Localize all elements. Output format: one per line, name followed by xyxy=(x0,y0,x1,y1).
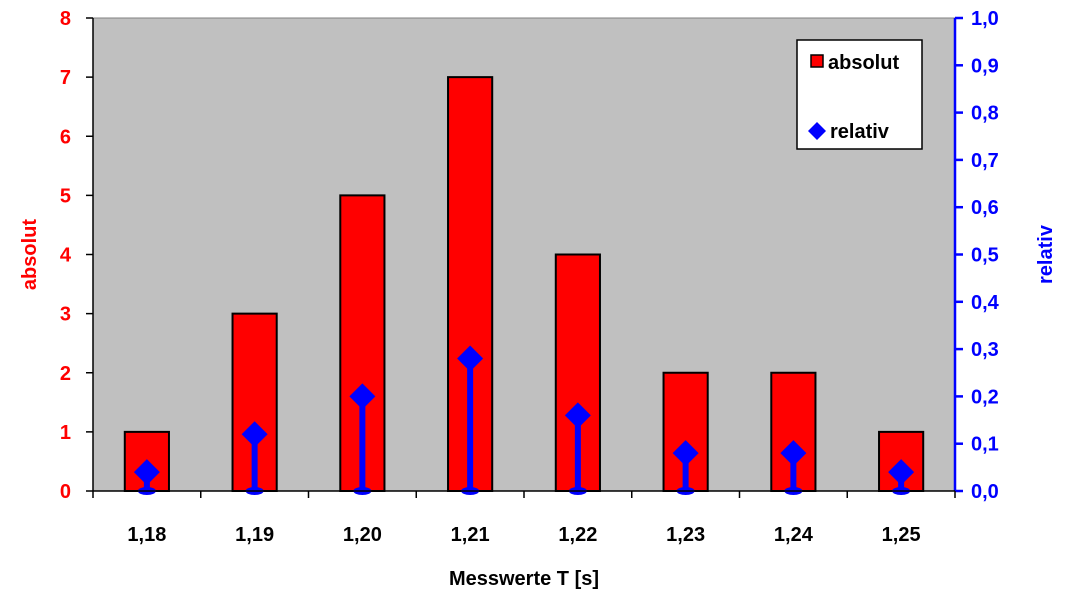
right-tick-label-4: 0,4 xyxy=(971,292,1000,314)
x-tick-label-7: 1,24 xyxy=(774,524,814,546)
point-7 xyxy=(780,440,807,467)
left-axis-title: absolut xyxy=(19,219,41,290)
left-tick-label-0: 0 xyxy=(60,481,71,503)
right-tick-label-10: 1,0 xyxy=(971,8,999,30)
legend-label-absolut: absolut xyxy=(828,52,899,74)
x-tick-label-8: 1,25 xyxy=(882,524,921,546)
x-axis-title: Messwerte T [s] xyxy=(449,568,599,590)
left-tick-label-5: 5 xyxy=(60,185,71,207)
point-8 xyxy=(888,459,915,486)
right-tick-label-9: 0,9 xyxy=(971,55,999,77)
stem-series-relativ xyxy=(133,345,915,495)
bar-series-absolut xyxy=(123,76,925,492)
left-tick-label-4: 4 xyxy=(60,245,72,267)
legend: absolut relativ xyxy=(796,39,923,150)
point-1 xyxy=(133,459,160,486)
left-tick-label-3: 3 xyxy=(60,304,71,326)
axes: 0 1 2 3 4 5 6 7 8 0,0 0,1 0,2 0,3 0,4 0,5 0,6 0,7 0,8 0,9 1… xyxy=(60,8,1000,546)
legend-label-relativ: relativ xyxy=(830,121,890,143)
right-tick-label-6: 0,6 xyxy=(971,197,999,219)
point-2 xyxy=(241,421,268,448)
right-tick-label-8: 0,8 xyxy=(971,103,999,125)
left-tick-label-2: 2 xyxy=(60,363,71,385)
left-tick-label-6: 6 xyxy=(60,126,71,148)
x-tick-label-6: 1,23 xyxy=(666,524,705,546)
legend-swatch-absolut xyxy=(810,54,824,68)
point-5 xyxy=(564,402,591,429)
point-4 xyxy=(457,345,484,372)
x-tick-label-1: 1,18 xyxy=(127,524,166,546)
legend-swatch-relativ xyxy=(808,122,826,140)
x-tick-label-4: 1,21 xyxy=(451,524,490,546)
x-tick-label-2: 1,19 xyxy=(235,524,274,546)
left-tick-label-8: 8 xyxy=(60,8,71,30)
right-tick-label-5: 0,5 xyxy=(971,245,999,267)
left-tick-label-1: 1 xyxy=(60,422,71,444)
point-6 xyxy=(672,440,699,467)
point-3 xyxy=(349,383,376,410)
right-tick-label-1: 0,1 xyxy=(971,434,999,456)
right-tick-label-2: 0,2 xyxy=(971,386,999,408)
right-tick-label-0: 0,0 xyxy=(971,481,999,503)
right-tick-label-3: 0,3 xyxy=(971,339,999,361)
x-tick-label-3: 1,20 xyxy=(343,524,382,546)
right-tick-label-7: 0,7 xyxy=(971,150,999,172)
right-axis-title: relativ xyxy=(1035,224,1057,284)
left-tick-label-7: 7 xyxy=(60,67,71,89)
x-tick-label-5: 1,22 xyxy=(558,524,597,546)
